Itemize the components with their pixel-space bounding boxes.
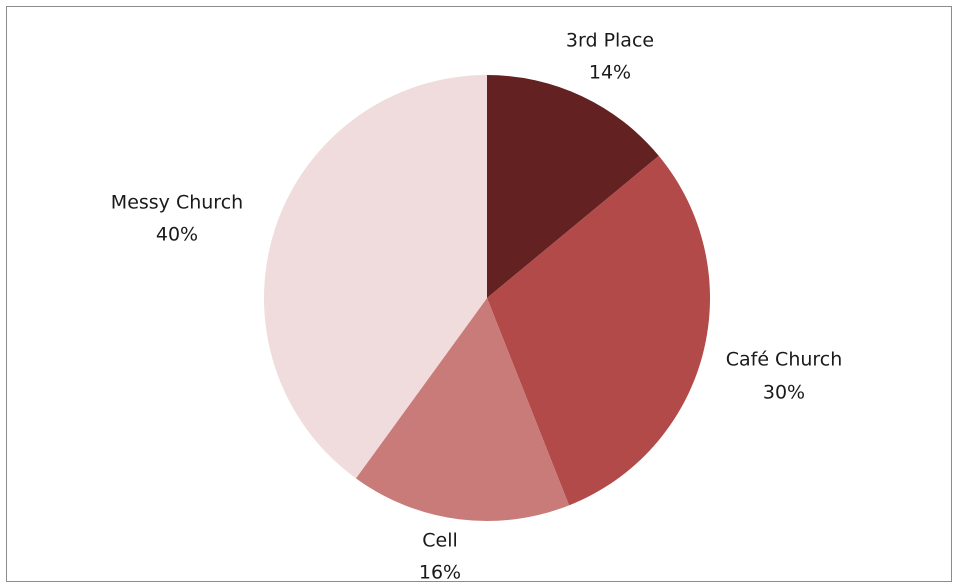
pie-chart: 3rd Place 14% Café Church 30% Cell 16% Messy C… — [111, 30, 842, 583]
slice-value-cell: 16% — [419, 562, 461, 583]
slice-value-3rd-place: 14% — [589, 62, 631, 84]
chart-frame: 3rd Place 14% Café Church 30% Cell 16% Messy C… — [6, 6, 952, 583]
slice-value-cafe-church: 30% — [763, 382, 805, 404]
slice-label-cell: Cell — [422, 530, 458, 552]
pie-slice-3rd-place — [487, 75, 659, 298]
slice-label-cafe-church: Café Church — [726, 349, 843, 371]
pie-slice-messy-church — [263, 75, 487, 479]
pie-slice-cafe-church — [487, 155, 710, 506]
slice-value-messy-church: 40% — [156, 224, 198, 246]
slice-label-messy-church: Messy Church — [111, 192, 243, 214]
pie-labels: 3rd Place 14% Café Church 30% Cell 16% Messy C… — [111, 30, 842, 583]
pie-slice-cell — [355, 298, 570, 522]
slice-label-3rd-place: 3rd Place — [566, 30, 654, 52]
pie-slices — [263, 75, 710, 522]
